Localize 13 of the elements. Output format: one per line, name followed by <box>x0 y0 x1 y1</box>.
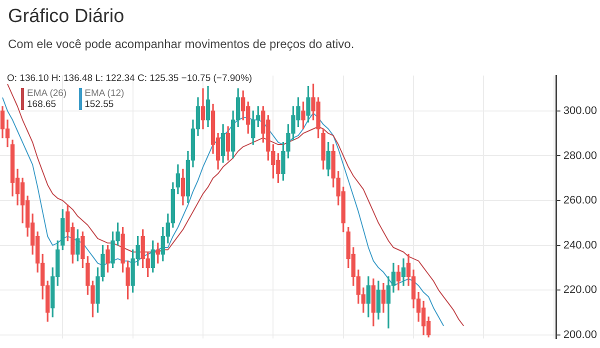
y-tick-label: 280.00 <box>563 150 598 162</box>
y-tick-label: 260.00 <box>563 194 598 207</box>
y-tick-label: 300.00 <box>563 105 598 117</box>
legend-label: EMA (26) <box>27 88 67 99</box>
y-tick-label: 240.00 <box>563 239 598 252</box>
y-tick-label: 200.00 <box>563 328 598 341</box>
annotation: 152.55 <box>84 99 115 110</box>
annotation: O: 136.10 H: 136.48 L: 122.34 C: 125.35 −10.75 (−7.90%) <box>7 73 252 84</box>
annotation: 168.65 <box>27 99 58 110</box>
chart-subtitle: Com ele você pode acompanhar movimentos de preços do ativo. <box>8 37 354 51</box>
legend-label: EMA (12) <box>84 88 124 99</box>
y-tick-label: 220.00 <box>563 284 598 296</box>
chart-title: Gráfico Diário <box>8 6 124 28</box>
